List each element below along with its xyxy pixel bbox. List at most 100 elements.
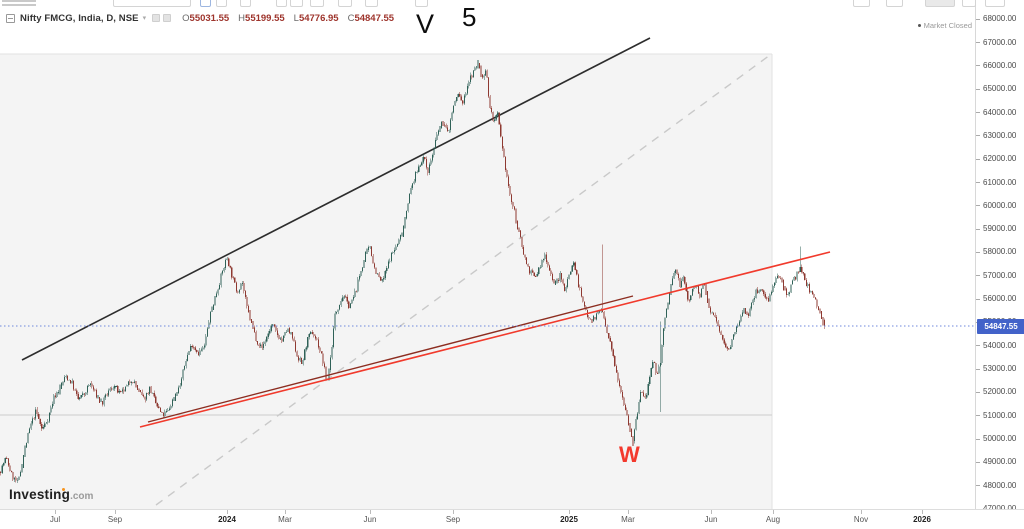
time-axis-tick: [711, 510, 712, 514]
price-axis-tick: [976, 112, 980, 114]
price-axis-tick: [976, 228, 980, 230]
data-region-shading: [0, 54, 772, 509]
time-axis-label: Sep: [445, 515, 461, 524]
time-axis-label: Mar: [278, 515, 292, 524]
time-axis-label: 2024: [218, 515, 236, 524]
price-axis-tick: [976, 461, 980, 463]
legend-mini-icon[interactable]: [163, 14, 172, 22]
toolbar-icon-remnant[interactable]: [985, 0, 1005, 7]
price-axis-tick: [976, 135, 980, 137]
corner-text-remnant: [2, 0, 36, 7]
candlesticks: [0, 60, 826, 483]
toolbar-icon-remnant[interactable]: [365, 0, 378, 7]
ohlc-value: H55199.55: [238, 12, 285, 24]
price-axis-label: 47000.00: [983, 504, 1016, 514]
channel-dashed: [155, 54, 771, 506]
time-axis-tick: [55, 510, 56, 514]
price-axis-label: 50000.00: [983, 434, 1017, 444]
logo-brand-text: Investing: [9, 487, 71, 502]
price-axis-label: 49000.00: [983, 457, 1017, 467]
chevron-down-icon[interactable]: ▾: [142, 15, 147, 22]
price-axis[interactable]: 54847.55 68000.00 67000.00 66000.00 65000.0…: [975, 0, 1024, 529]
price-axis-label: 53000.00: [983, 364, 1017, 374]
toolbar-icon-remnant[interactable]: [338, 0, 352, 7]
price-axis-tick: [976, 438, 980, 440]
price-axis-label: 48000.00: [983, 480, 1017, 490]
time-axis-label: Jun: [704, 515, 718, 524]
price-axis-label: 65000.00: [983, 84, 1017, 94]
price-axis-label: 68000.00: [983, 14, 1017, 24]
price-axis-label: 61000.00: [983, 177, 1017, 187]
time-axis-label: Sep: [107, 515, 123, 524]
price-axis-tick: [976, 251, 980, 253]
time-axis-tick: [773, 510, 774, 514]
investing-logo: Investing .com: [9, 487, 93, 502]
time-axis-tick: [227, 510, 228, 514]
toolbar-icon-remnant[interactable]: [290, 0, 303, 7]
market-status-badge: Market Closed: [917, 21, 972, 30]
ohlc-value: O55031.55: [182, 12, 230, 24]
price-axis-tick: [976, 368, 980, 370]
time-axis-tick: [628, 510, 629, 514]
price-axis-label: 56000.00: [983, 294, 1017, 304]
price-axis-tick: [976, 485, 980, 487]
price-axis-tick: [976, 42, 980, 44]
time-axis-label: Aug: [765, 515, 781, 524]
toolbar-icon-remnant[interactable]: [240, 0, 251, 7]
lower-trendline-red: [139, 251, 831, 428]
elliott-wave-label-5: 5: [462, 2, 477, 32]
time-axis[interactable]: Jul Sep 2024 Mar Jun Sep 2025 Mar Jun Aug Nov 2026: [0, 509, 1024, 529]
price-axis-label: 52000.00: [983, 387, 1017, 397]
collapse-panel-icon[interactable]: [6, 13, 15, 23]
lower-trendline-maroon: [147, 295, 634, 423]
price-axis-label: 59000.00: [983, 224, 1017, 234]
toolbar-icon-remnant[interactable]: [925, 0, 955, 7]
price-axis-label: 54000.00: [983, 340, 1017, 350]
current-price-tag: 54847.55: [977, 318, 1024, 334]
time-axis-label: Jun: [363, 515, 377, 524]
logo-suffix-text: .com: [70, 491, 94, 502]
time-axis-label: Mar: [621, 515, 635, 524]
symbol-title[interactable]: Nifty FMCG, India, D, NSE: [20, 12, 139, 24]
elliott-wave-label-V: V: [416, 9, 435, 39]
price-axis-tick: [976, 182, 980, 184]
toolbar-icon-remnant[interactable]: [962, 0, 976, 7]
price-axis-label: 60000.00: [983, 200, 1017, 210]
price-axis-label: 57000.00: [983, 270, 1017, 280]
toolbar-icon-remnant[interactable]: [886, 0, 903, 7]
price-axis-tick: [976, 205, 980, 207]
ohlc-readout: O55031.55 H55199.55 L54776.95 C54847.55: [182, 13, 403, 24]
price-axis-label: 62000.00: [983, 154, 1017, 164]
time-axis-tick: [370, 510, 371, 514]
price-axis-label: 66000.00: [983, 60, 1017, 70]
ohlc-value: L54776.95: [293, 12, 339, 24]
legend-mini-icon[interactable]: [152, 14, 161, 22]
time-axis-tick: [115, 510, 116, 514]
price-axis-tick: [976, 65, 980, 67]
time-axis-tick: [569, 510, 570, 514]
price-axis-label: 67000.00: [983, 37, 1017, 47]
price-chart-canvas[interactable]: [0, 0, 975, 509]
price-axis-label: 58000.00: [983, 247, 1017, 257]
ohlc-value: C54847.55: [347, 12, 395, 24]
toolbar-icon-remnant[interactable]: [415, 0, 428, 7]
price-axis-tick: [976, 158, 980, 160]
price-axis-tick: [976, 18, 980, 20]
toolbar-search-box-remnant[interactable]: [113, 0, 191, 7]
price-axis-tick: [976, 275, 980, 277]
toolbar-icon-remnant[interactable]: [853, 0, 870, 7]
toolbar-icon-remnant[interactable]: [276, 0, 287, 7]
price-axis-label: 51000.00: [983, 410, 1017, 420]
logo-orange-dot-icon: [61, 487, 65, 491]
time-axis-tick: [285, 510, 286, 514]
price-axis-label: 63000.00: [983, 130, 1017, 140]
toolbar-icon-remnant[interactable]: [216, 0, 227, 7]
toolbar-icon-remnant[interactable]: [310, 0, 324, 7]
upper-trendline-black: [21, 37, 651, 361]
price-axis-tick: [976, 345, 980, 347]
price-axis-tick: [976, 415, 980, 417]
market-status-text: Market Closed: [923, 21, 972, 30]
toolbar-icon-remnant[interactable]: [200, 0, 211, 7]
time-axis-tick: [453, 510, 454, 514]
